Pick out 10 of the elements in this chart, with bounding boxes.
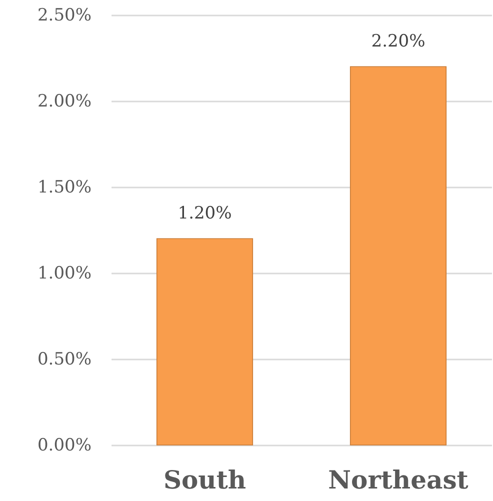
y-tick-label: 2.00%: [37, 92, 92, 112]
y-tick-label: 2.50%: [37, 6, 92, 26]
x-tick-label: Northeast: [328, 466, 469, 494]
y-tick-label: 0.00%: [37, 436, 92, 456]
x-tick-label: South: [163, 466, 246, 494]
y-tick-label: 1.50%: [37, 178, 92, 198]
data-label: 1.20%: [178, 204, 232, 224]
data-label: 2.20%: [371, 32, 426, 52]
y-tick-label: 0.50%: [37, 350, 92, 370]
y-tick-label: 1.00%: [37, 264, 92, 284]
